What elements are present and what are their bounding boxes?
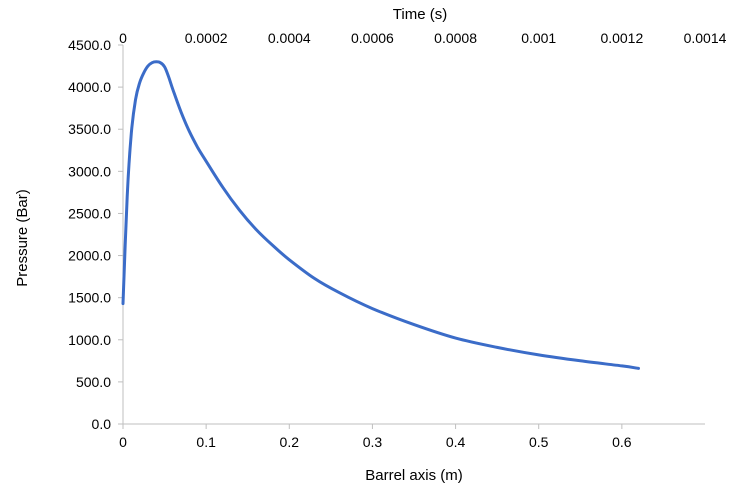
y-tick-label: 1000.0 [68, 332, 111, 348]
y-tick-label: 4500.0 [68, 37, 111, 53]
y-tick-label: 2500.0 [68, 205, 111, 221]
x2-tick-label: 0.0002 [185, 30, 228, 46]
y-tick-label: 500.0 [76, 374, 111, 390]
x2-axis-title: Time (s) [393, 6, 447, 23]
x2-tick-label: 0.0012 [600, 30, 643, 46]
x2-tick-label: 0.0004 [268, 30, 311, 46]
x2-tick-label: 0 [119, 30, 127, 46]
x-tick-label: 0.2 [280, 434, 300, 450]
y-tick-label: 4000.0 [68, 79, 111, 95]
y-axis-title: Pressure (Bar) [14, 189, 31, 287]
x2-tick-label: 0.001 [521, 30, 556, 46]
x2-tick-label: 0.0008 [434, 30, 477, 46]
x-axis-title: Barrel axis (m) [365, 467, 463, 484]
y-tick-label: 0.0 [92, 416, 112, 432]
y-tick-label: 2000.0 [68, 248, 111, 264]
x-tick-label: 0.3 [363, 434, 383, 450]
pressure-series-line [121, 60, 640, 370]
x-tick-label: 0.5 [529, 434, 549, 450]
x2-tick-label: 0.0014 [684, 30, 727, 46]
x-tick-label: 0 [119, 434, 127, 450]
x-tick-label: 0.4 [446, 434, 466, 450]
y-tick-label: 3000.0 [68, 163, 111, 179]
x2-tick-label: 0.0006 [351, 30, 394, 46]
x-tick-label: 0.6 [612, 434, 632, 450]
x-tick-label: 0.1 [196, 434, 216, 450]
y-tick-label: 1500.0 [68, 290, 111, 306]
y-tick-label: 3500.0 [68, 121, 111, 137]
